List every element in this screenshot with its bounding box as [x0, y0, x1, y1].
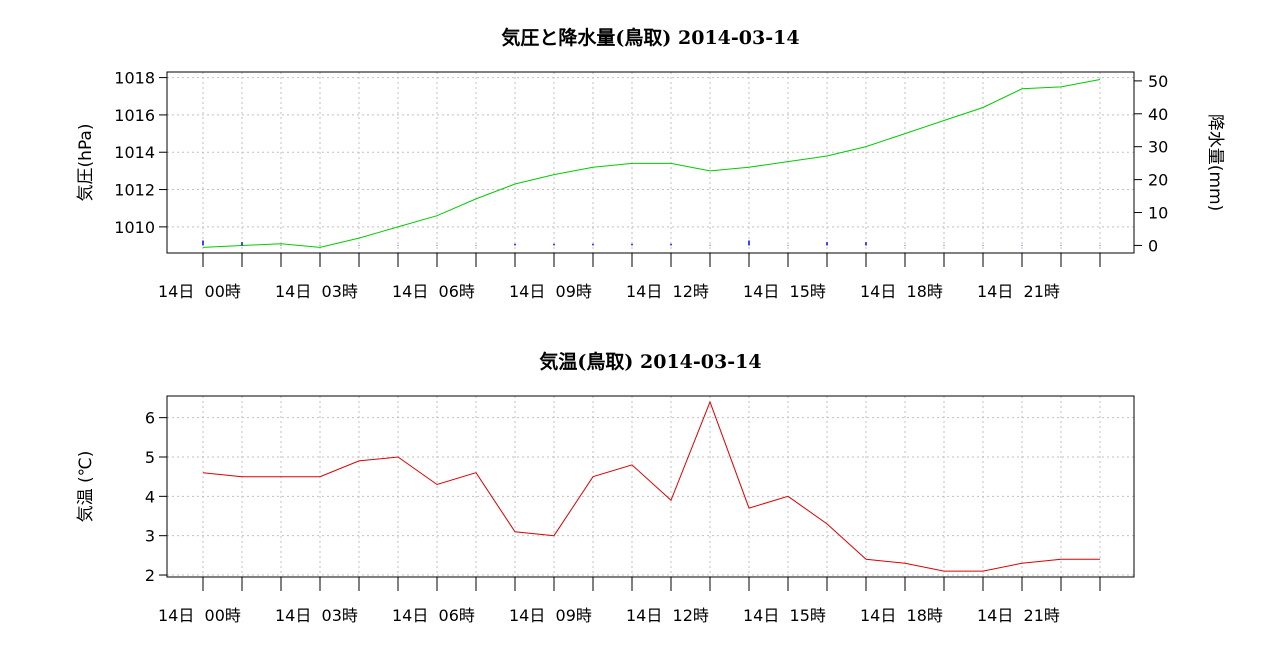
- x-tick-label: 14日 12時: [626, 282, 709, 301]
- y-tick-label: 4: [145, 487, 155, 506]
- y-tick-label: 2: [145, 566, 155, 585]
- y-axis-label: 気温 (℃): [76, 451, 96, 523]
- plot-frame: [166, 395, 1135, 578]
- x-tick-label: 14日 09時: [509, 606, 592, 625]
- x-tick-label: 14日 06時: [392, 606, 475, 625]
- temperature-line: [202, 400, 1100, 572]
- x-tick-label: 14日 15時: [743, 606, 826, 625]
- x-tick-label: 14日 03時: [275, 606, 358, 625]
- pressure-line: [202, 79, 1101, 248]
- x-tick-label: 14日 18時: [860, 606, 943, 625]
- x-tick-label: 14日 09時: [509, 282, 592, 301]
- y2-tick-label: 50: [1148, 72, 1168, 91]
- x-tick-label: 14日 15時: [743, 282, 826, 301]
- y-tick-label: 3: [145, 527, 155, 546]
- y-tick-label: 1014: [114, 143, 155, 162]
- y-tick-label: 1016: [114, 106, 155, 125]
- x-tick-label: 14日 18時: [860, 282, 943, 301]
- y2-tick-label: 40: [1148, 105, 1168, 124]
- x-tick-label: 14日 21時: [977, 282, 1060, 301]
- y2-tick-label: 20: [1148, 171, 1168, 190]
- y2-tick-label: 30: [1148, 138, 1168, 157]
- y2-tick-label: 10: [1148, 204, 1168, 223]
- y-axis-label: 気圧(hPa): [76, 124, 96, 202]
- y-tick-label: 1018: [114, 69, 155, 88]
- chart-title: 気温(鳥取) 2014-03-14: [539, 350, 761, 373]
- x-tick-label: 14日 12時: [626, 606, 709, 625]
- x-tick-label: 14日 21時: [977, 606, 1060, 625]
- x-tick-label: 14日 03時: [275, 282, 358, 301]
- x-tick-label: 14日 00時: [158, 606, 241, 625]
- y-tick-label: 1010: [114, 218, 155, 237]
- y-tick-label: 6: [145, 409, 155, 428]
- y2-axis-label: 降水量(mm): [1205, 114, 1225, 211]
- y-tick-label: 5: [145, 448, 155, 467]
- plot-frame: [166, 71, 1135, 254]
- chart-title: 気圧と降水量(鳥取) 2014-03-14: [501, 26, 799, 49]
- y-tick-label: 1012: [114, 181, 155, 200]
- x-tick-label: 14日 00時: [158, 282, 241, 301]
- y2-tick-label: 0: [1148, 236, 1158, 255]
- x-tick-label: 14日 06時: [392, 282, 475, 301]
